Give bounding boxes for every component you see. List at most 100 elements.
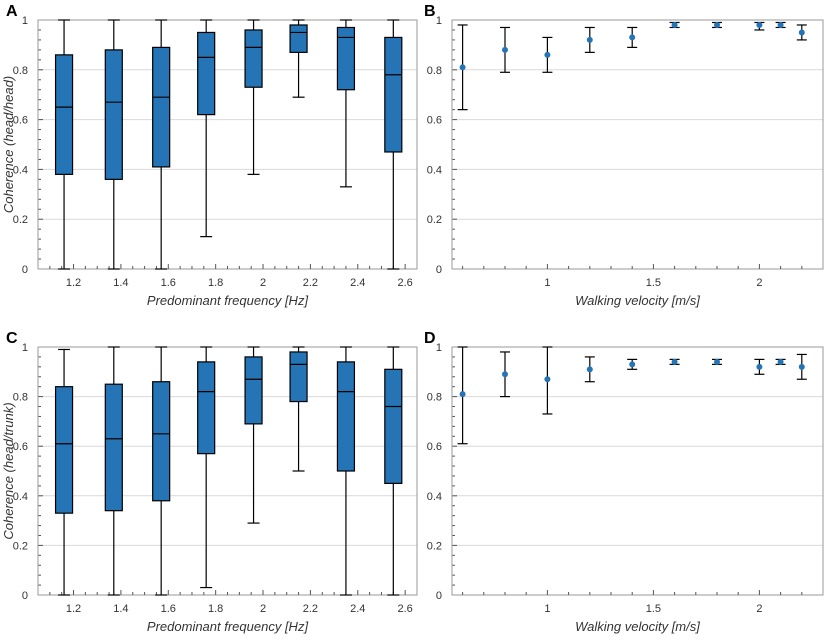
y-tick-label: 0.2: [427, 214, 442, 226]
y-tick-label: 1: [22, 342, 28, 354]
y-tick-label: 0.4: [427, 491, 442, 503]
x-axis-label: Walking velocity [m/s]: [575, 293, 700, 308]
y-tick-label: 0.8: [13, 392, 28, 404]
data-point: [798, 29, 805, 36]
box-iqr: [54, 386, 74, 514]
y-tick-label: 1: [436, 15, 442, 27]
panel-c: 0 0.2 0.4 0.6 0.8 1 1.2 1.4 1.6 1.8 2 2.2 2.4 2.6 Pred…: [1, 330, 418, 634]
box-iqr: [152, 46, 171, 168]
x-tick-label: 1: [544, 603, 550, 615]
plot-frame: [451, 346, 824, 596]
data-point: [629, 361, 636, 368]
data-point: [459, 391, 466, 398]
data-point: [671, 358, 678, 365]
y-axis-label: Coherence (head/head): [1, 76, 16, 213]
data-point: [798, 363, 805, 370]
data-point: [586, 36, 593, 43]
box-iqr: [384, 368, 403, 485]
y-tick-label: 0.4: [13, 491, 28, 503]
panel-a: 0 0.2 0.4 0.6 0.8 1 1.2 1.4 1.6 1.8 2 2.2 2.4 2.6 Pred…: [1, 3, 418, 308]
y-tick-label: 1: [436, 342, 442, 354]
data-point: [502, 46, 508, 53]
panel-label: C: [6, 330, 18, 347]
y-tick-label: 0.6: [427, 441, 442, 453]
data-point: [714, 358, 720, 365]
data-point: [756, 21, 763, 28]
x-tick-label: 2.6: [398, 277, 413, 289]
y-tick-label: 0.2: [427, 540, 442, 552]
plot-frame: [37, 19, 418, 270]
y-tick-label: 0.2: [13, 214, 28, 226]
y-tick-label: 0.6: [427, 115, 442, 127]
y-tick-label: 0: [22, 590, 28, 602]
x-tick-label: 1.2: [66, 277, 81, 289]
plot-frame: [37, 346, 418, 596]
box-iqr: [336, 26, 356, 91]
x-tick-label: 1.8: [208, 277, 223, 289]
y-tick-label: 0: [436, 590, 442, 602]
data-point: [459, 64, 466, 71]
y-tick-label: 0.4: [427, 164, 442, 176]
box-iqr: [244, 29, 263, 88]
x-tick-label: 2.2: [303, 603, 318, 615]
x-tick-label: 2: [756, 603, 762, 615]
data-point: [544, 376, 551, 383]
data-point: [777, 358, 784, 365]
box-iqr: [197, 361, 216, 455]
y-tick-label: 0: [436, 264, 442, 276]
data-point: [714, 21, 720, 28]
y-tick-label: 0.6: [13, 115, 28, 127]
x-tick-label: 1.6: [161, 603, 176, 615]
data-point: [671, 21, 678, 28]
x-tick-label: 1: [544, 277, 550, 289]
x-tick-label: 2.6: [398, 603, 413, 615]
x-tick-label: 2: [260, 603, 266, 615]
x-axis-label: Predominant frequency [Hz]: [147, 619, 309, 634]
x-tick-label: 2: [756, 277, 762, 289]
x-tick-label: 2.4: [350, 277, 365, 289]
x-axis-label: Predominant frequency [Hz]: [147, 293, 309, 308]
x-axis-label: Walking velocity [m/s]: [575, 619, 700, 634]
x-tick-label: 2: [260, 277, 266, 289]
x-tick-label: 1.2: [66, 603, 81, 615]
box-iqr: [289, 24, 308, 53]
data-point: [586, 366, 593, 373]
data-point: [777, 21, 784, 28]
box-iqr: [104, 49, 123, 180]
y-tick-label: 0.8: [13, 65, 28, 77]
data-point: [756, 363, 763, 370]
box-iqr: [384, 36, 403, 153]
y-tick-label: 0.8: [427, 65, 442, 77]
x-tick-label: 1.8: [208, 603, 223, 615]
y-tick-label: 1: [22, 15, 28, 27]
x-tick-label: 2.4: [350, 603, 365, 615]
box-iqr: [336, 361, 356, 472]
y-axis-label: Coherence (head/trunk): [1, 402, 16, 539]
y-tick-label: 0.2: [13, 540, 28, 552]
data-point: [544, 51, 551, 58]
x-tick-label: 1.4: [113, 277, 128, 289]
panel-label: B: [424, 3, 436, 20]
x-tick-label: 2.2: [303, 277, 318, 289]
panel-label: D: [424, 330, 436, 347]
y-tick-label: 0.8: [427, 392, 442, 404]
panel-b: 0 0.2 0.4 0.6 0.8 1 1 1.5 2 Walking velocity [m/s…: [424, 3, 824, 308]
data-point: [502, 371, 508, 378]
plot-frame: [451, 19, 824, 270]
box-iqr: [289, 351, 308, 403]
y-tick-label: 0: [22, 264, 28, 276]
data-point: [629, 34, 636, 41]
box-iqr: [244, 356, 263, 425]
box-iqr: [197, 31, 216, 116]
box-iqr: [152, 381, 171, 502]
box-iqr: [54, 54, 74, 175]
y-tick-label: 0.4: [13, 164, 28, 176]
x-tick-label: 1.5: [646, 603, 661, 615]
x-tick-label: 1.4: [113, 603, 128, 615]
x-tick-label: 1.5: [646, 277, 661, 289]
panel-label: A: [6, 3, 18, 20]
x-tick-label: 1.6: [161, 277, 176, 289]
y-tick-label: 0.6: [13, 441, 28, 453]
box-iqr: [104, 383, 123, 512]
